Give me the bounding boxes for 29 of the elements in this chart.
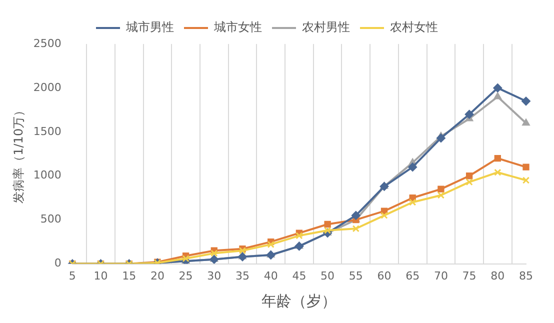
legend-label: 城市男性 xyxy=(125,20,174,34)
y-tick-label: 2500 xyxy=(33,36,62,50)
x-tick-label: 85 xyxy=(519,269,533,282)
x-tick-label: 80 xyxy=(490,269,505,282)
x-tick-label: 40 xyxy=(264,269,278,282)
x-tick-label: 10 xyxy=(94,269,108,282)
x-tick-label: 20 xyxy=(150,269,164,282)
x-tick-label: 5 xyxy=(68,269,76,282)
legend-label: 城市女性 xyxy=(213,20,262,34)
y-tick-label: 1500 xyxy=(33,124,62,138)
y-tick-label: 2000 xyxy=(33,80,62,94)
x-tick-label: 70 xyxy=(434,269,448,282)
x-tick-label: 25 xyxy=(178,269,193,282)
x-tick-label: 50 xyxy=(320,269,335,282)
y-axis-title: 发病率（1/10万） xyxy=(11,104,26,204)
x-tick-label: 30 xyxy=(207,269,222,282)
x-tick-label: 60 xyxy=(377,269,392,282)
x-axis-title: 年龄（岁） xyxy=(262,292,337,310)
legend-label: 农村男性 xyxy=(302,20,350,34)
x-tick-label: 75 xyxy=(462,269,476,282)
y-tick-label: 0 xyxy=(54,256,62,270)
x-tick-label: 65 xyxy=(406,269,420,282)
y-tick-label: 500 xyxy=(40,212,62,226)
y-tick-label: 1000 xyxy=(33,168,62,182)
x-tick-label: 55 xyxy=(348,269,363,282)
x-tick-label: 35 xyxy=(235,269,250,282)
x-tick-label: 45 xyxy=(292,269,306,282)
legend-label: 农村女性 xyxy=(390,20,438,34)
x-tick-label: 15 xyxy=(122,269,136,282)
